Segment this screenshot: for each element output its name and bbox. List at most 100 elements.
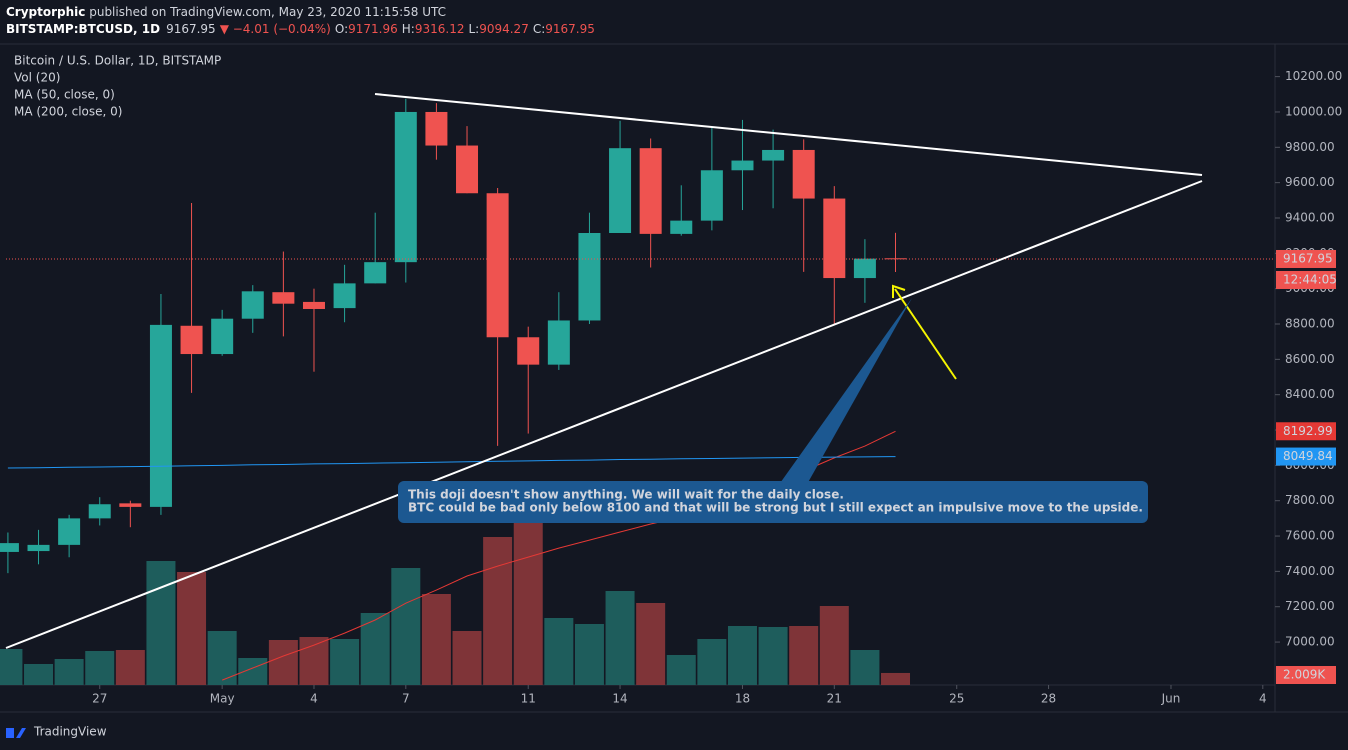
candle-body [639,148,662,234]
volume-layer [0,505,911,685]
volume-bar [24,664,54,685]
y-tick-label: 7800.00 [1285,493,1335,507]
candle-body [762,149,785,161]
c-value: 9167.95 [545,22,595,36]
symbol: BITSTAMP:BTCUSD, 1D [6,22,160,36]
drawings: This doji doesn't show anything. We will… [5,93,1203,649]
x-tick-label: 11 [521,692,536,706]
volume-bar [54,659,84,685]
ma-value-label: 8049.84 [1283,449,1333,463]
volume-bar [881,672,911,685]
volume-bar [850,650,880,685]
l-label: L: [468,22,479,36]
callout-text: BTC could be bad only below 8100 and tha… [408,501,1143,515]
countdown: 12:44:05 [1283,272,1337,286]
y-tick-label: 10200.00 [1285,69,1342,83]
candle-body [333,283,356,309]
volume-bar [513,505,543,685]
volume-bar [819,606,849,685]
candle-body [456,145,479,194]
chart-title: Bitcoin / U.S. Dollar, 1D, BITSTAMP [14,54,221,68]
candle-body [547,320,570,365]
candle-body [27,544,50,552]
x-tick-label: 14 [612,692,627,706]
candle-body [731,160,754,171]
volume-bar [727,626,757,685]
y-tick-label: 7400.00 [1285,564,1335,578]
ma-line [7,456,896,469]
x-tick-label: 27 [92,692,107,706]
volume-bar [299,637,329,685]
y-tick-label: 9400.00 [1285,210,1335,224]
arrow [894,288,957,380]
h-value: 9316.12 [415,22,465,36]
y-tick-label: 8800.00 [1285,317,1335,331]
published: published on TradingView.com, May 23, 20… [85,5,446,19]
candle-body [884,258,907,260]
header-line: Cryptorphic published on TradingView.com… [6,5,446,19]
candle-body [119,503,142,507]
countdown-box [1276,270,1336,289]
candle-body [88,504,111,519]
candle-body [58,518,81,545]
volume-bar [177,572,207,685]
x-tick-label: Jun [1161,692,1181,706]
price-layer [0,98,1273,681]
symbol-line: BITSTAMP:BTCUSD, 1D 9167.95 ▼ −4.01 (−0.04… [6,22,595,36]
x-tick-label: 21 [827,692,842,706]
candle-body [823,198,846,279]
candle-body [517,337,540,365]
callout [398,481,1148,523]
volume-bar [268,640,298,685]
volume-bar [85,651,115,685]
candle-body [241,291,264,319]
y-tick-label: 9600.00 [1285,175,1335,189]
volume-bar [544,618,574,685]
ma-value-label: 8192.99 [1283,424,1333,438]
y-tick-label: 10000.00 [1285,104,1342,118]
change: ▼ −4.01 (−0.04%) [220,22,331,36]
candle-body [211,318,234,355]
volume-value-label: 2.009K [1283,668,1326,682]
o-label: O: [335,22,348,36]
candle-body [149,324,172,507]
candle-body [670,220,693,234]
volume-bar [421,594,451,685]
volume-bar [574,624,604,685]
c-label: C: [533,22,545,36]
last-price: 9167.95 [166,22,216,36]
volume-bar [758,627,788,685]
volume-bar [391,568,421,685]
x-tick-label: 7 [402,692,410,706]
candle-body [302,301,325,309]
x-tick-label: May [210,692,235,706]
x-tick-label: 4 [1259,692,1267,706]
h-label: H: [402,22,415,36]
volume-bar [605,591,635,685]
legend-entry: Vol (20) [14,71,60,85]
trendline [5,180,1203,649]
brand: TradingView [33,725,107,739]
axes: 7000.007200.007400.007600.007800.008000.… [92,69,1342,705]
footer-logo: TradingView [6,725,107,739]
candle-body [792,149,815,199]
y-tick-label: 8600.00 [1285,352,1335,366]
candle-body [425,111,448,146]
x-tick-label: 28 [1041,692,1056,706]
volume-bar [483,537,513,685]
volume-bar [636,603,666,685]
o-value: 9171.96 [348,22,398,36]
volume-bar [115,650,145,685]
candle-body [364,262,387,284]
volume-bar [789,626,819,685]
candle-body [0,543,19,552]
candle-body [700,170,723,221]
logo-icon [6,728,26,738]
volume-bar [666,655,696,685]
volume-bar [146,561,176,685]
trendline [374,93,1203,176]
legend-entry: MA (50, close, 0) [14,88,115,102]
last-price-label: 9167.95 [1283,251,1333,265]
y-tick-label: 8400.00 [1285,387,1335,401]
